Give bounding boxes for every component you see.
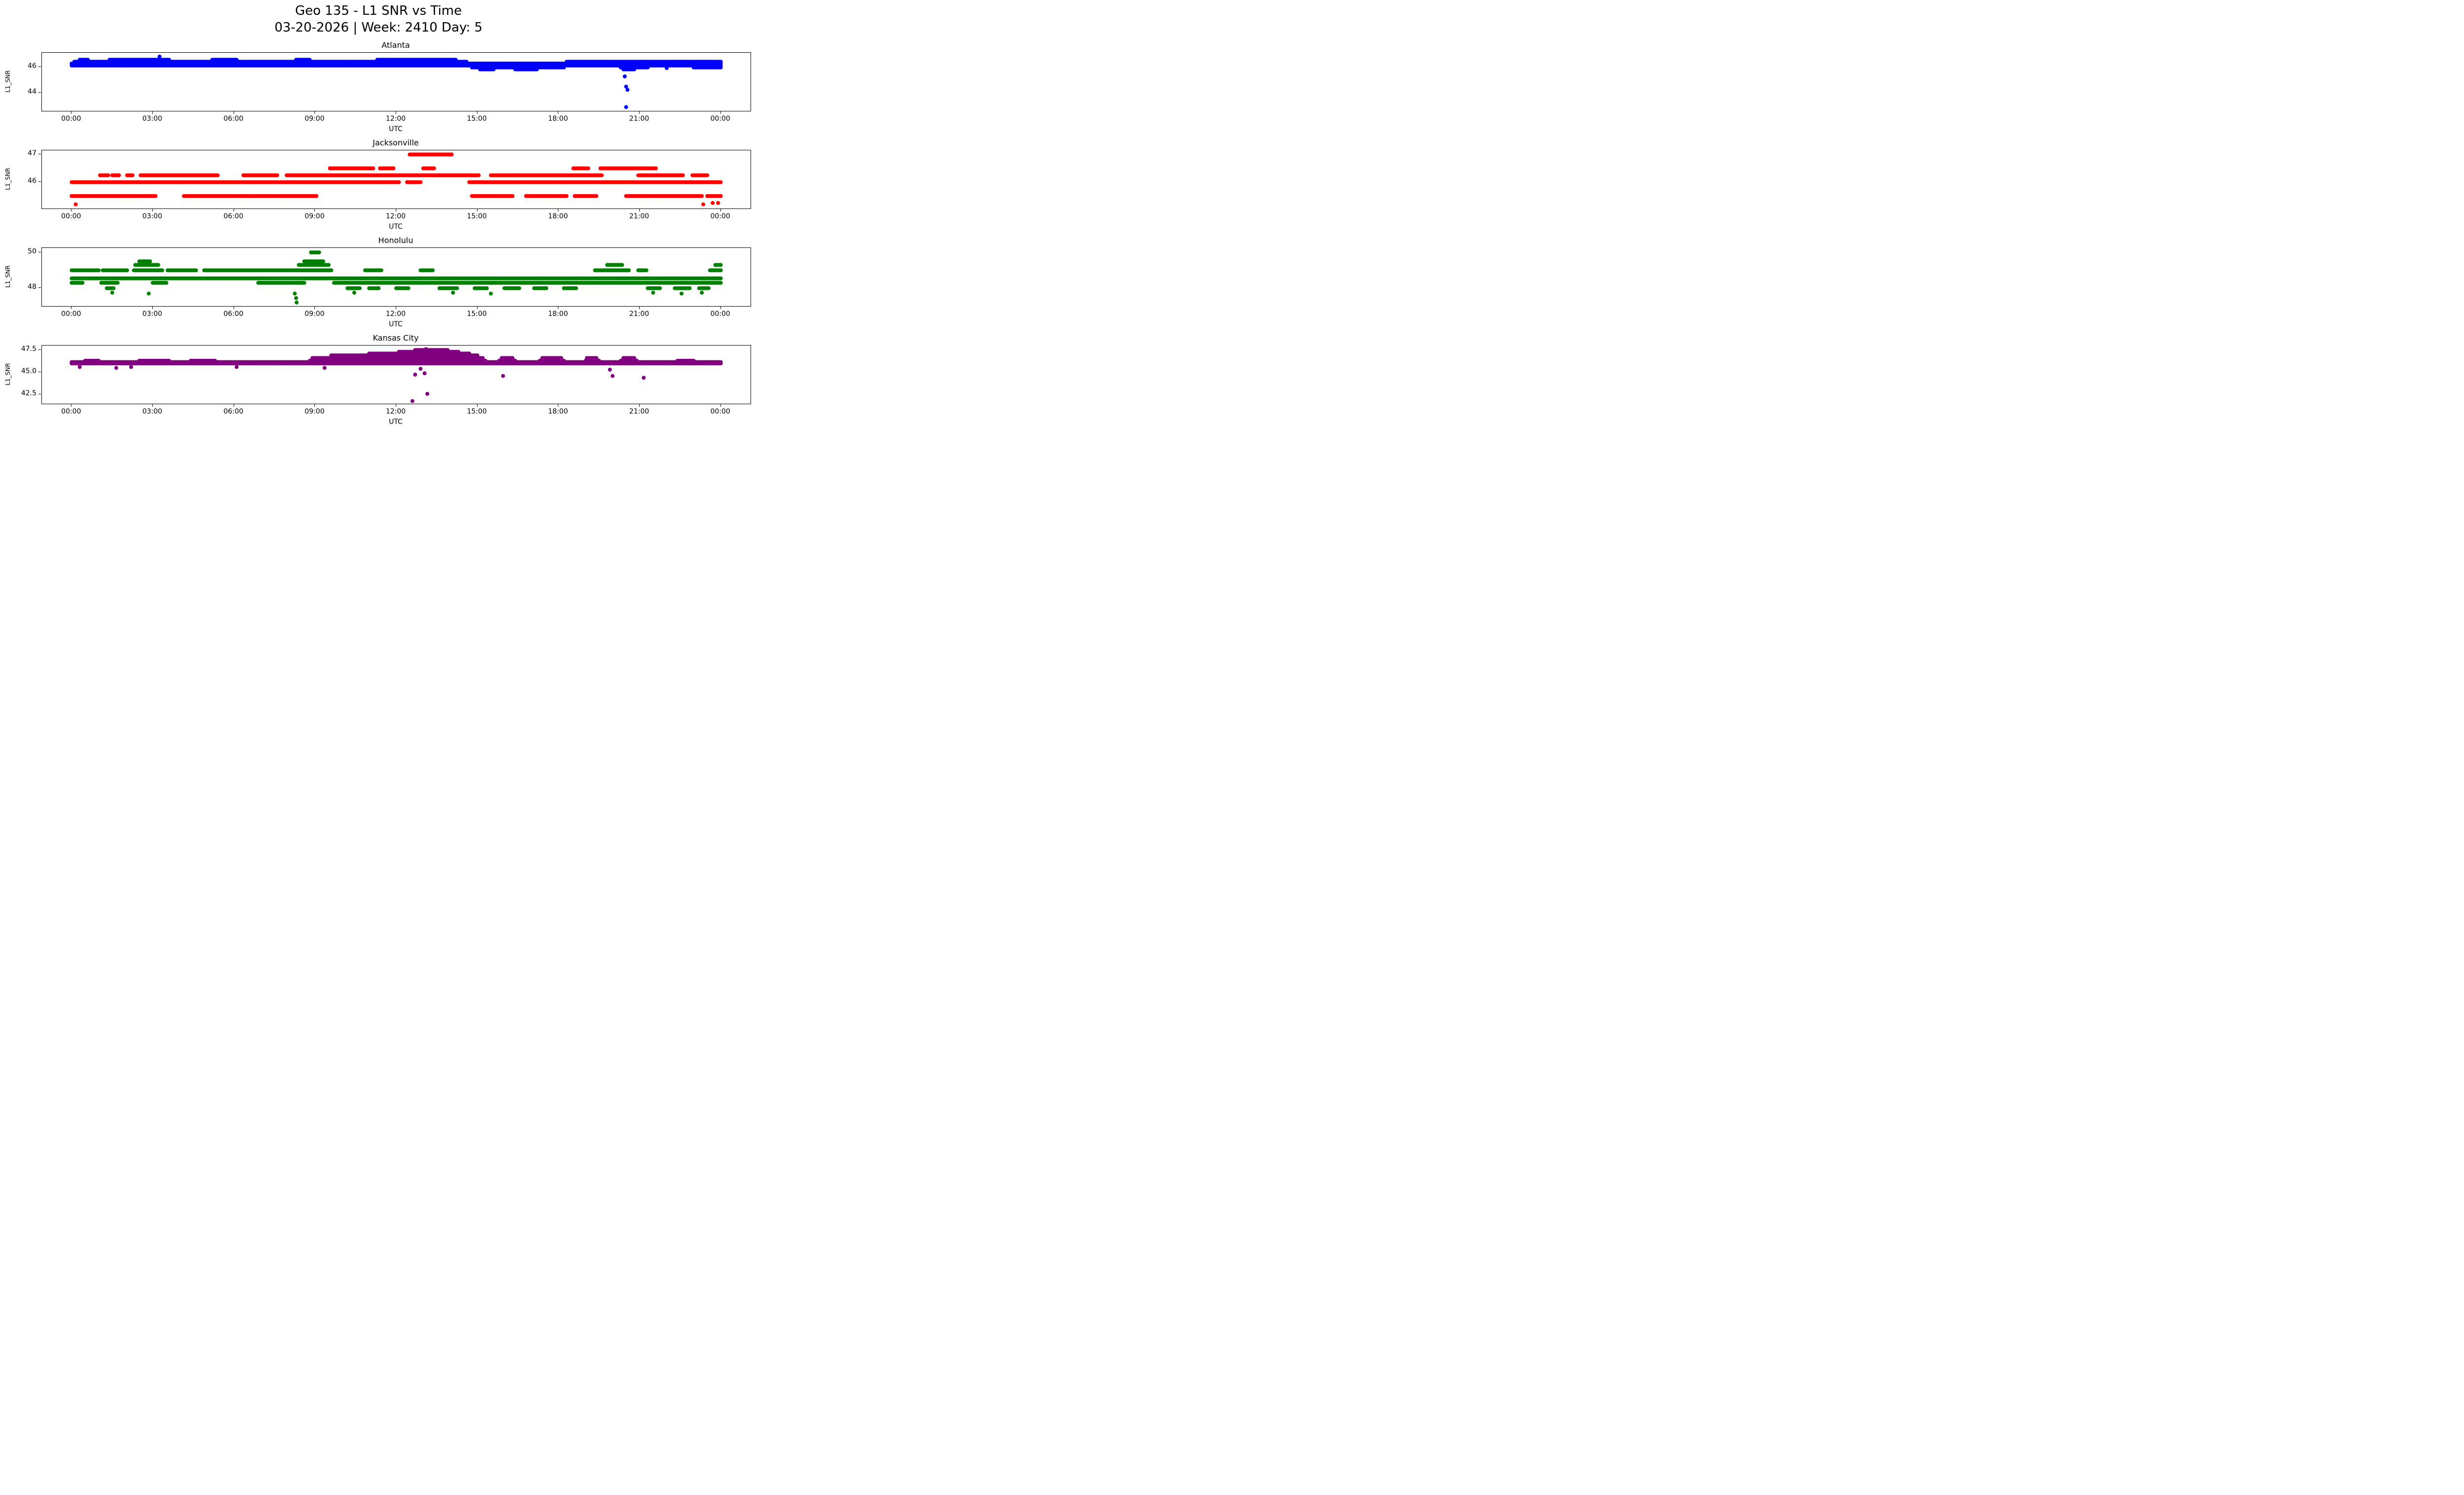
y-tick-label: 46 [28, 177, 36, 185]
x-tick-label: 06:00 [223, 114, 243, 123]
figure-title-line2: 03-20-2026 | Week: 2410 Day: 5 [274, 20, 483, 35]
x-tick-mark [152, 111, 153, 114]
x-axis-label-atlanta: UTC [389, 125, 403, 133]
x-tick-label: 12:00 [385, 114, 406, 123]
scatter-points-layer [69, 347, 723, 403]
x-axis-label-jacksonville: UTC [389, 222, 403, 231]
x-tick-label: 18:00 [548, 114, 568, 123]
x-tick-label: 15:00 [467, 310, 487, 318]
x-tick-label: 15:00 [467, 114, 487, 123]
y-tick-label: 47.5 [21, 345, 36, 353]
scatter-plot-atlanta [69, 54, 723, 109]
x-tick-label: 03:00 [142, 114, 163, 123]
x-tick-label: 00:00 [710, 212, 730, 220]
x-tick-mark [152, 404, 153, 407]
x-tick-label: 21:00 [629, 114, 650, 123]
scatter-plot-jacksonville [69, 152, 723, 207]
x-tick-label: 15:00 [467, 212, 487, 220]
x-tick-mark [720, 404, 721, 407]
subplot-jacksonville: Jacksonville L1_SNR 00:00 03:00 06:00 09:00 12… [0, 137, 757, 231]
x-tick-mark [639, 209, 640, 211]
y-tick-label: 45.0 [21, 367, 36, 376]
y-tick-label: 44 [28, 88, 36, 96]
x-tick-label: 09:00 [305, 212, 325, 220]
scatter-plot-honolulu [69, 250, 723, 305]
x-tick-label: 06:00 [223, 407, 243, 416]
x-tick-label: 00:00 [710, 407, 730, 416]
subplot-title-jacksonville: Jacksonville [373, 138, 419, 147]
scatter-plot-kansas-city [69, 347, 723, 403]
x-tick-mark [639, 111, 640, 114]
x-tick-mark [720, 111, 721, 114]
subplot-title-honolulu: Honolulu [378, 235, 413, 245]
x-tick-label: 06:00 [223, 310, 243, 318]
x-tick-label: 21:00 [629, 407, 650, 416]
x-tick-mark [720, 209, 721, 211]
scatter-points-layer [69, 54, 723, 109]
x-tick-mark [477, 209, 478, 211]
x-tick-label: 21:00 [629, 212, 650, 220]
x-tick-label: 21:00 [629, 310, 650, 318]
x-tick-label: 18:00 [548, 212, 568, 220]
subplot-kansas-city: Kansas City L1_SNR 00:00 03:00 06:00 09:00 12:… [0, 332, 757, 426]
x-tick-mark [639, 404, 640, 407]
figure-title: Geo 135 - L1 SNR vs Time 03-20-2026 | We… [0, 3, 757, 36]
x-tick-label: 15:00 [467, 407, 487, 416]
y-tick-mark [38, 287, 41, 288]
x-tick-label: 09:00 [305, 114, 325, 123]
subplot-atlanta: Atlanta L1_SNR 00:00 03:00 06:00 09:00 12:00 15… [0, 39, 757, 133]
figure-title-line1: Geo 135 - L1 SNR vs Time [295, 3, 462, 18]
x-tick-label: 00:00 [61, 212, 81, 220]
x-tick-mark [152, 209, 153, 211]
x-tick-label: 00:00 [710, 114, 730, 123]
figure: Geo 135 - L1 SNR vs Time 03-20-2026 | We… [0, 0, 757, 426]
subplot-title-kansas-city: Kansas City [373, 333, 419, 343]
y-tick-mark [38, 92, 41, 93]
x-tick-label: 09:00 [305, 407, 325, 416]
y-tick-mark [38, 349, 41, 350]
x-tick-label: 12:00 [385, 310, 406, 318]
x-tick-mark [314, 111, 315, 114]
y-tick-label: 46 [28, 62, 36, 70]
x-tick-label: 00:00 [61, 407, 81, 416]
y-tick-label: 42.5 [21, 389, 36, 398]
x-tick-mark [477, 306, 478, 309]
subplot-stack: Atlanta L1_SNR 00:00 03:00 06:00 09:00 12:00 15… [0, 39, 757, 426]
x-tick-mark [477, 404, 478, 407]
x-axis-label-kansas-city: UTC [389, 417, 403, 426]
x-tick-label: 12:00 [385, 407, 406, 416]
x-tick-mark [314, 209, 315, 211]
y-tick-label: 50 [28, 247, 36, 255]
x-tick-label: 03:00 [142, 310, 163, 318]
x-tick-mark [639, 306, 640, 309]
x-tick-label: 03:00 [142, 212, 163, 220]
x-tick-label: 12:00 [385, 212, 406, 220]
x-tick-label: 00:00 [710, 310, 730, 318]
y-tick-label: 47 [28, 149, 36, 158]
plot-area-honolulu [41, 247, 751, 307]
scatter-points-layer [69, 152, 723, 207]
x-tick-label: 18:00 [548, 407, 568, 416]
y-tick-mark [38, 181, 41, 182]
x-tick-label: 03:00 [142, 407, 163, 416]
subplot-title-atlanta: Atlanta [381, 40, 410, 50]
x-tick-mark [477, 111, 478, 114]
scatter-points-layer [69, 250, 723, 305]
x-tick-mark [152, 306, 153, 309]
x-axis-label-honolulu: UTC [389, 320, 403, 328]
plot-area-kansas-city [41, 345, 751, 404]
x-tick-mark [720, 306, 721, 309]
x-tick-label: 00:00 [61, 310, 81, 318]
subplot-honolulu: Honolulu L1_SNR 00:00 03:00 06:00 09:00 12:00 1… [0, 235, 757, 328]
x-tick-label: 18:00 [548, 310, 568, 318]
plot-area-jacksonville [41, 149, 751, 209]
x-tick-label: 06:00 [223, 212, 243, 220]
plot-area-atlanta [41, 52, 751, 111]
x-tick-label: 00:00 [61, 114, 81, 123]
x-tick-label: 09:00 [305, 310, 325, 318]
x-tick-mark [314, 404, 315, 407]
y-tick-label: 48 [28, 283, 36, 291]
x-tick-mark [314, 306, 315, 309]
